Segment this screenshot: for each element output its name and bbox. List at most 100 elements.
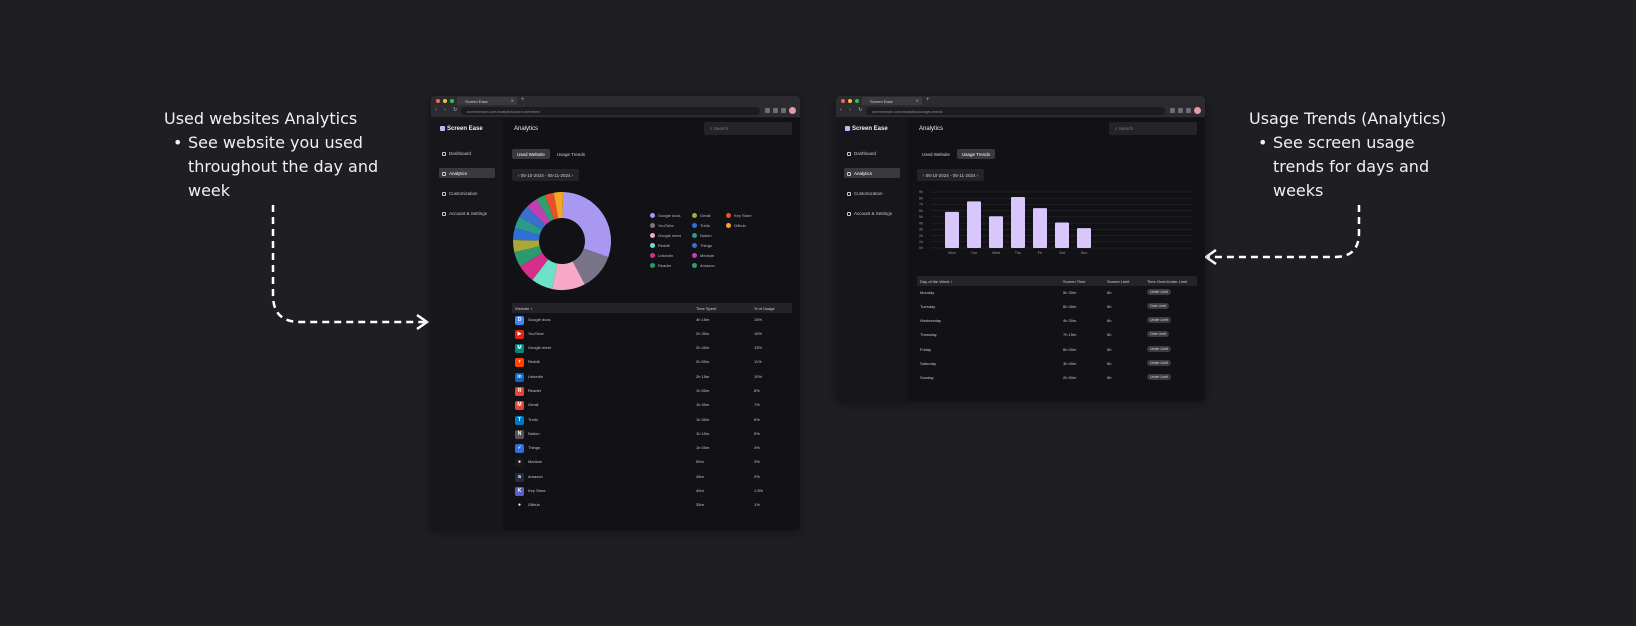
window-controls[interactable] (841, 99, 859, 103)
linkedin-icon: in (515, 372, 524, 382)
notion-icon: N (515, 429, 524, 439)
donut-slice[interactable] (551, 261, 585, 290)
donut-slice[interactable] (513, 227, 540, 241)
screen-time: 6h 00m (1063, 346, 1077, 352)
donut-slice[interactable] (536, 195, 554, 222)
sidebar-item-customization[interactable]: Customization (844, 188, 900, 198)
nav-buttons[interactable]: ‹ › ↻ (435, 107, 461, 113)
column-header-screen-limit[interactable]: Screen Limit (1107, 279, 1130, 284)
table-row[interactable]: ▶ YouTube 2h 30m 15% (512, 327, 792, 341)
column-header-screen-time[interactable]: Screen Time (1063, 279, 1086, 284)
screen-limit: 6h (1107, 318, 1112, 324)
table-row[interactable]: M Google meet 2h 40m 13% (512, 342, 792, 356)
bar[interactable] (1055, 222, 1069, 248)
tab-usage-trends[interactable]: Usage Trends (956, 149, 995, 159)
sidebar-item-account-settings[interactable]: Account & Settings (439, 208, 495, 218)
donut-slice[interactable] (520, 252, 549, 281)
table-row[interactable]: Sunday 2h 50m 6h Under Limit (917, 372, 1197, 386)
donut-slice[interactable] (532, 259, 558, 289)
chevron-left-icon[interactable]: ‹ (518, 172, 521, 178)
address-bar[interactable]: screenease.com/analytics/usage-trends (866, 107, 1165, 115)
legend-item: Github (726, 223, 760, 228)
bar[interactable] (1077, 228, 1091, 248)
column-header-day[interactable]: Day of the Week ↕ (920, 279, 953, 284)
table-row[interactable]: N Notion 1h 10m 5% (512, 427, 792, 441)
bar[interactable] (967, 201, 981, 248)
sidebar-item-dashboard[interactable]: Dashboard (439, 148, 495, 158)
bar[interactable] (1011, 196, 1025, 248)
table-row[interactable]: K Key Store 40m 1.5% (512, 485, 792, 499)
table-row[interactable]: r Reddit 2h 50m 11% (512, 356, 792, 370)
table-row[interactable]: Friday 6h 00m 6h Under Limit (917, 343, 1197, 357)
tab-usage-trends[interactable]: Usage Trends (556, 152, 585, 157)
donut-slice[interactable] (513, 240, 540, 253)
google-meet-icon: M (515, 344, 524, 354)
browser-tab[interactable]: Screen Ease ✕ (862, 97, 922, 105)
sidebar-item-account-settings[interactable]: Account & Settings (844, 208, 900, 218)
sidebar-item-analytics[interactable]: Analytics (844, 168, 900, 178)
profile-avatar[interactable] (1194, 107, 1201, 114)
column-header-pct[interactable]: % of Usage (754, 306, 775, 311)
close-tab-icon[interactable]: ✕ (915, 98, 919, 103)
table-row[interactable]: Wednesday 4h 30m 6h Under Limit (917, 315, 1197, 329)
new-tab-icon[interactable]: + (926, 97, 930, 103)
column-header-time[interactable]: Time Spent (696, 306, 717, 311)
address-bar[interactable]: screenease.com/analytics/used-websites (461, 107, 760, 115)
donut-slice[interactable] (572, 248, 609, 285)
new-tab-icon[interactable]: + (521, 97, 525, 103)
bar[interactable] (945, 211, 959, 248)
column-header-website[interactable]: Website ↕ (515, 306, 533, 311)
search-input[interactable]: ⌕ Search (1109, 122, 1197, 135)
profile-avatar[interactable] (789, 107, 796, 114)
status-badge: Under Limit (1147, 374, 1171, 381)
table-row[interactable]: in LinkedIn 2h 15m 10% (512, 370, 792, 384)
date-range-picker[interactable]: ‹ 05-10-2024 - 05-11-2024 › (917, 169, 985, 181)
table-row[interactable]: Tuesday 6h 45m 6h Over Limit (917, 300, 1197, 314)
legend-item: Reddit (650, 243, 692, 248)
close-tab-icon[interactable]: ✕ (510, 98, 514, 103)
browser-tab[interactable]: Screen Ease ✕ (457, 97, 517, 105)
donut-slice[interactable] (562, 192, 611, 258)
browser-toolbar-icons[interactable] (1170, 107, 1201, 114)
sidebar-item-customization[interactable]: Customization (439, 188, 495, 198)
table-row[interactable]: M Gmail 1h 40m 7% (512, 399, 792, 413)
nav-buttons[interactable]: ‹ › ↻ (840, 107, 866, 113)
column-header-over-under[interactable]: Time Over/Under Limit (1147, 279, 1188, 284)
bar[interactable] (1033, 208, 1047, 248)
donut-slice[interactable] (514, 216, 543, 235)
table-row[interactable]: Thursday 7h 15m 6h Over Limit (917, 329, 1197, 343)
browser-toolbar-icons[interactable] (765, 107, 796, 114)
chevron-right-icon[interactable]: › (975, 172, 979, 178)
donut-slice[interactable] (514, 246, 543, 267)
search-input[interactable]: ⌕ Search (704, 122, 792, 135)
table-row[interactable]: R Reader 1h 50m 8% (512, 384, 792, 398)
donut-slice[interactable] (519, 206, 546, 230)
donut-slice[interactable] (553, 192, 563, 219)
table-row[interactable]: ● Github 35m 1% (512, 499, 792, 513)
time-spent: 2h 30m (696, 330, 710, 336)
table-row[interactable]: ✓ Things 1h 00m 4% (512, 442, 792, 456)
table-row[interactable]: T Trello 1h 30m 6% (512, 413, 792, 427)
chevron-left-icon[interactable]: ‹ (923, 172, 926, 178)
legend-item: Google meet (650, 233, 692, 238)
table-row[interactable]: Monday 5h 30m 6h Under Limit (917, 286, 1197, 300)
legend-item: LinkedIn (650, 253, 692, 258)
tab-used-website[interactable]: Used Website (512, 149, 550, 159)
screen-time: 4h 30m (1063, 318, 1077, 324)
chevron-right-icon[interactable]: › (570, 172, 574, 178)
window-controls[interactable] (436, 99, 454, 103)
table-row[interactable]: a Amazon 45m 2% (512, 470, 792, 484)
sidebar-item-analytics[interactable]: Analytics (439, 168, 495, 178)
y-tick-label: 3h (919, 228, 923, 232)
website-name: YouTube (528, 330, 544, 336)
legend-item: YouTube (650, 223, 692, 228)
table-row[interactable]: D Google docs 4h 15m 15% (512, 313, 792, 327)
date-range-picker[interactable]: ‹ 05-10-2024 - 05-11-2024 › (512, 169, 580, 181)
table-row[interactable]: ● Medium 50m 3% (512, 456, 792, 470)
donut-slice[interactable] (526, 199, 551, 225)
donut-slice[interactable] (544, 192, 559, 220)
sidebar-item-dashboard[interactable]: Dashboard (844, 148, 900, 158)
bar[interactable] (989, 216, 1003, 248)
table-row[interactable]: Saturday 3h 40m 6h Under Limit (917, 357, 1197, 371)
tab-used-website[interactable]: Used Website (922, 152, 950, 157)
